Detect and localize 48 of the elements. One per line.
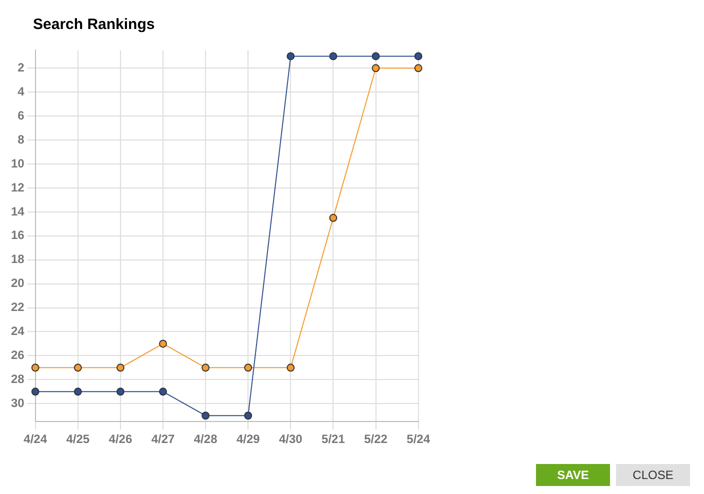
point [202, 412, 210, 420]
point [202, 364, 210, 372]
point [286, 52, 295, 60]
point [372, 52, 380, 60]
point [329, 214, 338, 222]
x-tick-label: 5/24 [406, 432, 430, 446]
x-tick-label: 4/27 [151, 432, 176, 446]
x-tick-label: 4/29 [236, 432, 260, 446]
point [414, 64, 422, 72]
y-tick-label: 18 [10, 252, 25, 266]
point [244, 364, 252, 372]
y-tick-label: 4 [18, 84, 25, 98]
y-tick-label: 8 [18, 132, 25, 146]
y-tick-label: 28 [10, 372, 25, 386]
y-tick-label: 16 [10, 228, 25, 242]
x-tick-label: 4/25 [66, 432, 90, 446]
point [372, 64, 380, 72]
y-tick-label: 14 [10, 204, 25, 218]
point [244, 412, 252, 420]
button: SAVE [536, 464, 610, 486]
x-tick-label: 5/22 [364, 432, 388, 446]
x-tick-label: 4/24 [24, 432, 48, 446]
point [74, 364, 82, 372]
point [329, 52, 338, 60]
point [31, 388, 40, 396]
point [159, 340, 168, 348]
x-tick-label: 4/30 [278, 432, 303, 446]
x-tick-label: 4/26 [108, 432, 132, 446]
y-tick-label: 24 [10, 324, 25, 338]
y-tick-label: 30 [10, 396, 25, 410]
point [286, 364, 295, 372]
point [31, 364, 40, 372]
y-tick-label: 6 [18, 108, 25, 122]
point [116, 364, 124, 372]
y-tick-label: 10 [10, 156, 25, 170]
point [414, 52, 422, 60]
point [159, 388, 168, 396]
chart-title: Search Rankings [33, 16, 155, 33]
y-tick-label: 22 [10, 300, 25, 314]
y-tick-label: 2 [18, 60, 25, 74]
y-tick-label: 20 [10, 276, 25, 290]
x-tick-label: 4/28 [194, 432, 218, 446]
button: CLOSE [616, 464, 690, 486]
y-tick-label: 12 [10, 180, 25, 194]
x-tick-label: 5/21 [322, 432, 346, 446]
point [116, 388, 124, 396]
point [74, 388, 82, 396]
y-tick-label: 26 [10, 348, 25, 362]
